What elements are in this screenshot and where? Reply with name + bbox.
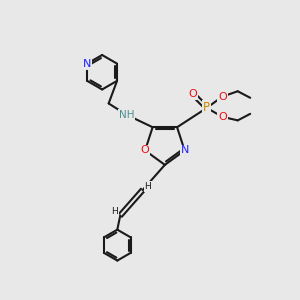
Text: P: P [203,101,210,114]
Text: N: N [83,58,92,69]
Text: O: O [141,146,149,155]
Text: H: H [145,182,151,191]
Text: H: H [112,207,118,216]
Text: N: N [181,146,189,155]
Text: O: O [218,92,226,102]
Text: O: O [218,112,226,122]
Text: NH: NH [119,110,134,120]
Text: O: O [188,88,197,99]
